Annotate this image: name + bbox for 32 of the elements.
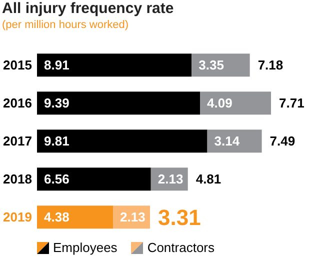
annotation: 3.31 (158, 204, 201, 230)
y-tick-label: 2019 (3, 210, 32, 225)
annotation: 4.81 (196, 172, 222, 187)
data-label: 3.35 (198, 58, 224, 73)
y-tick-label: 2017 (3, 134, 32, 149)
bar (37, 206, 114, 229)
y-tick-label: 2018 (3, 172, 32, 187)
data-label: 2.13 (158, 172, 184, 187)
legend-label: Employees (53, 240, 118, 255)
bar (37, 54, 192, 77)
legend-label: Contractors (147, 240, 215, 255)
annotation: 7.49 (270, 134, 296, 149)
data-label: 9.39 (44, 96, 70, 111)
data-label: 6.56 (44, 172, 70, 187)
y-tick-label: 2015 (3, 58, 32, 73)
bar (37, 130, 208, 153)
bar (37, 168, 151, 191)
data-label: 4.38 (44, 210, 70, 225)
chart-title: All injury frequency rate (2, 0, 174, 17)
bar (37, 92, 200, 115)
chart-subtitle: (per million hours worked) (2, 19, 129, 31)
data-label: 2.13 (120, 210, 146, 225)
text: 7.71 (279, 96, 304, 111)
data-label: 4.09 (207, 96, 232, 111)
annotation: 7.18 (258, 58, 284, 73)
data-label: 8.91 (44, 58, 70, 73)
data-label: 9.81 (44, 134, 70, 149)
bar (207, 130, 262, 153)
data-label: 3.14 (214, 134, 240, 149)
y-tick-label: 2016 (3, 96, 32, 111)
bar (200, 92, 271, 115)
bar (192, 54, 250, 77)
